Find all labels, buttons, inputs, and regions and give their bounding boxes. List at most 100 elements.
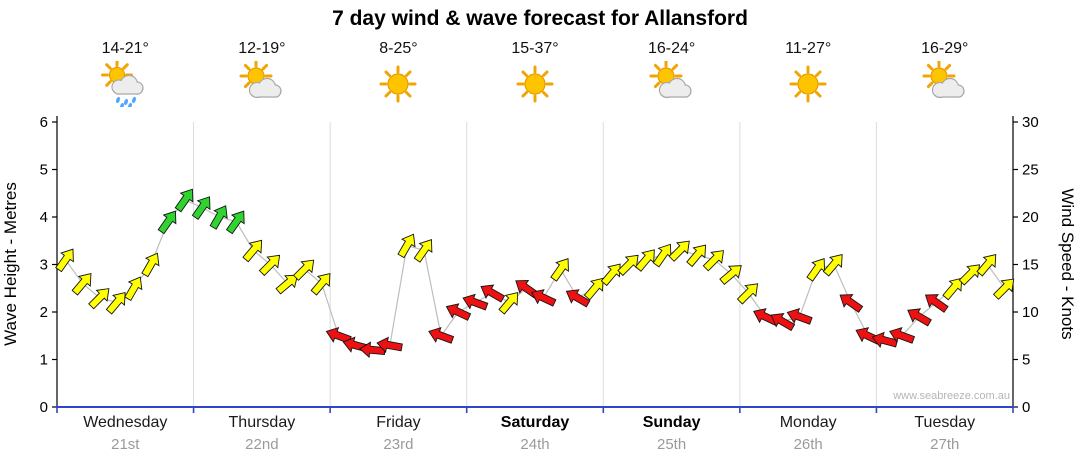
- svg-text:2: 2: [40, 304, 48, 321]
- wind-arrow: [565, 289, 591, 308]
- day-name: Monday: [779, 414, 837, 431]
- day-label-column: Wednesday 21st: [57, 414, 194, 453]
- right-axis-label: Wind Speed - Knots: [1058, 188, 1077, 339]
- svg-text:30: 30: [1022, 114, 1039, 131]
- wind-arrow: [550, 258, 569, 282]
- svg-text:4: 4: [40, 209, 48, 226]
- wind-arrow: [702, 250, 725, 272]
- forecast-day-column: 12-19°: [194, 40, 331, 107]
- day-label-column: Friday 23rd: [330, 414, 467, 453]
- wind-arrow: [105, 291, 126, 315]
- day-label-column: Sunday 25th: [603, 414, 740, 453]
- day-date: 26th: [793, 436, 823, 453]
- svg-text:25: 25: [1022, 162, 1039, 179]
- wind-arrow: [719, 265, 742, 286]
- wind-arrow: [770, 312, 796, 332]
- svg-text:10: 10: [1022, 304, 1039, 321]
- wind-arrow: [498, 291, 519, 315]
- wind-arrow: [736, 283, 759, 305]
- wind-arrow: [258, 254, 281, 277]
- day-label-column: Saturday 24th: [467, 414, 604, 453]
- wind-arrow: [225, 210, 245, 235]
- day-name: Thursday: [228, 414, 296, 431]
- wind-arrow: [907, 308, 932, 327]
- wind-arrow: [480, 284, 506, 303]
- svg-text:20: 20: [1022, 209, 1039, 226]
- day-label-column: Monday 26th: [740, 414, 877, 453]
- wind-arrow: [462, 293, 489, 311]
- day-gridlines: [193, 122, 877, 407]
- watermark: www.seabreeze.com.au: [892, 390, 1010, 402]
- page-title: 7 day wind & wave forecast for Allansfor…: [332, 7, 748, 30]
- sun-icon: [784, 61, 832, 107]
- sun-rain-icon: [101, 59, 149, 110]
- wind-arrow: [617, 254, 639, 277]
- day-date: 22nd: [245, 436, 279, 453]
- day-name: Saturday: [500, 414, 570, 431]
- temp-range: 16-24°: [647, 40, 696, 57]
- wind-arrow: [806, 258, 826, 282]
- day-name: Wednesday: [83, 414, 168, 431]
- forecast-day-column: 8-25°: [330, 40, 467, 107]
- wind-arrow: [634, 249, 655, 272]
- wind-arrow: [428, 327, 455, 344]
- wind-arrow: [992, 278, 1015, 300]
- svg-text:5: 5: [40, 162, 48, 179]
- day-label-column: Thursday 22nd: [194, 414, 331, 453]
- wind-arrow: [839, 294, 864, 313]
- svg-text:15: 15: [1022, 257, 1039, 274]
- wind-arrow: [531, 289, 557, 307]
- svg-text:0: 0: [1022, 399, 1030, 416]
- temp-range: 8-25°: [379, 40, 418, 57]
- svg-text:0: 0: [40, 399, 48, 416]
- wind-arrow: [822, 253, 843, 277]
- wind-arrow: [924, 294, 949, 313]
- forecast-day-column: 14-21°: [57, 40, 194, 110]
- wind-arrow: [325, 327, 352, 344]
- forecast-day-column: 15-37°: [467, 40, 604, 107]
- wind-arrow: [71, 272, 92, 296]
- wind-arrow: [413, 239, 433, 263]
- sun-cloud-icon: [921, 59, 969, 107]
- wind-arrow: [275, 274, 299, 295]
- day-date: 23rd: [383, 436, 414, 453]
- wind-arrow: [191, 196, 211, 220]
- wind-arrow: [209, 205, 228, 230]
- sun-icon: [511, 61, 559, 107]
- svg-text:1: 1: [40, 352, 48, 369]
- wind-arrow: [686, 244, 707, 268]
- forecast-header: 14-21° 12-19° 8-25° 15-37° 16-24° 11-27° 16-29…: [57, 40, 1013, 110]
- wind-arrow: [583, 277, 604, 301]
- forecast-day-column: 16-24°: [603, 40, 740, 107]
- temp-range: 12-19°: [238, 40, 286, 57]
- temp-range: 11-27°: [785, 40, 832, 57]
- wind-arrow: [889, 327, 916, 344]
- day-name: Sunday: [642, 414, 701, 431]
- sun-cloud-icon: [238, 59, 286, 107]
- svg-text:3: 3: [40, 257, 48, 274]
- forecast-day-column: 11-27°: [740, 40, 877, 107]
- wind-arrow: [786, 308, 813, 325]
- day-label-column: Tuesday 27th: [876, 414, 1013, 453]
- svg-text:6: 6: [40, 114, 48, 131]
- wind-arrow: [652, 243, 672, 268]
- day-date: 25th: [657, 436, 687, 453]
- wind-arrow: [242, 239, 263, 263]
- wind-arrow: [88, 288, 110, 310]
- wind-series: [55, 188, 1015, 359]
- wind-arrow: [292, 259, 315, 281]
- day-date: 27th: [930, 436, 960, 453]
- day-date: 21st: [111, 436, 140, 453]
- wind-arrow: [976, 253, 997, 277]
- wind-arrow: [157, 210, 177, 235]
- sun-icon: [374, 61, 422, 107]
- temp-range: 16-29°: [921, 40, 969, 57]
- day-name: Tuesday: [914, 414, 976, 431]
- wind-arrow: [397, 233, 416, 259]
- wind-arrow: [668, 240, 690, 262]
- day-date: 24th: [520, 436, 550, 453]
- temp-range: 14-21°: [101, 40, 149, 57]
- wind-arrow: [141, 252, 160, 278]
- day-labels-row: Wednesday 21st Thursday 22nd Friday 23rd Satur…: [57, 414, 1013, 453]
